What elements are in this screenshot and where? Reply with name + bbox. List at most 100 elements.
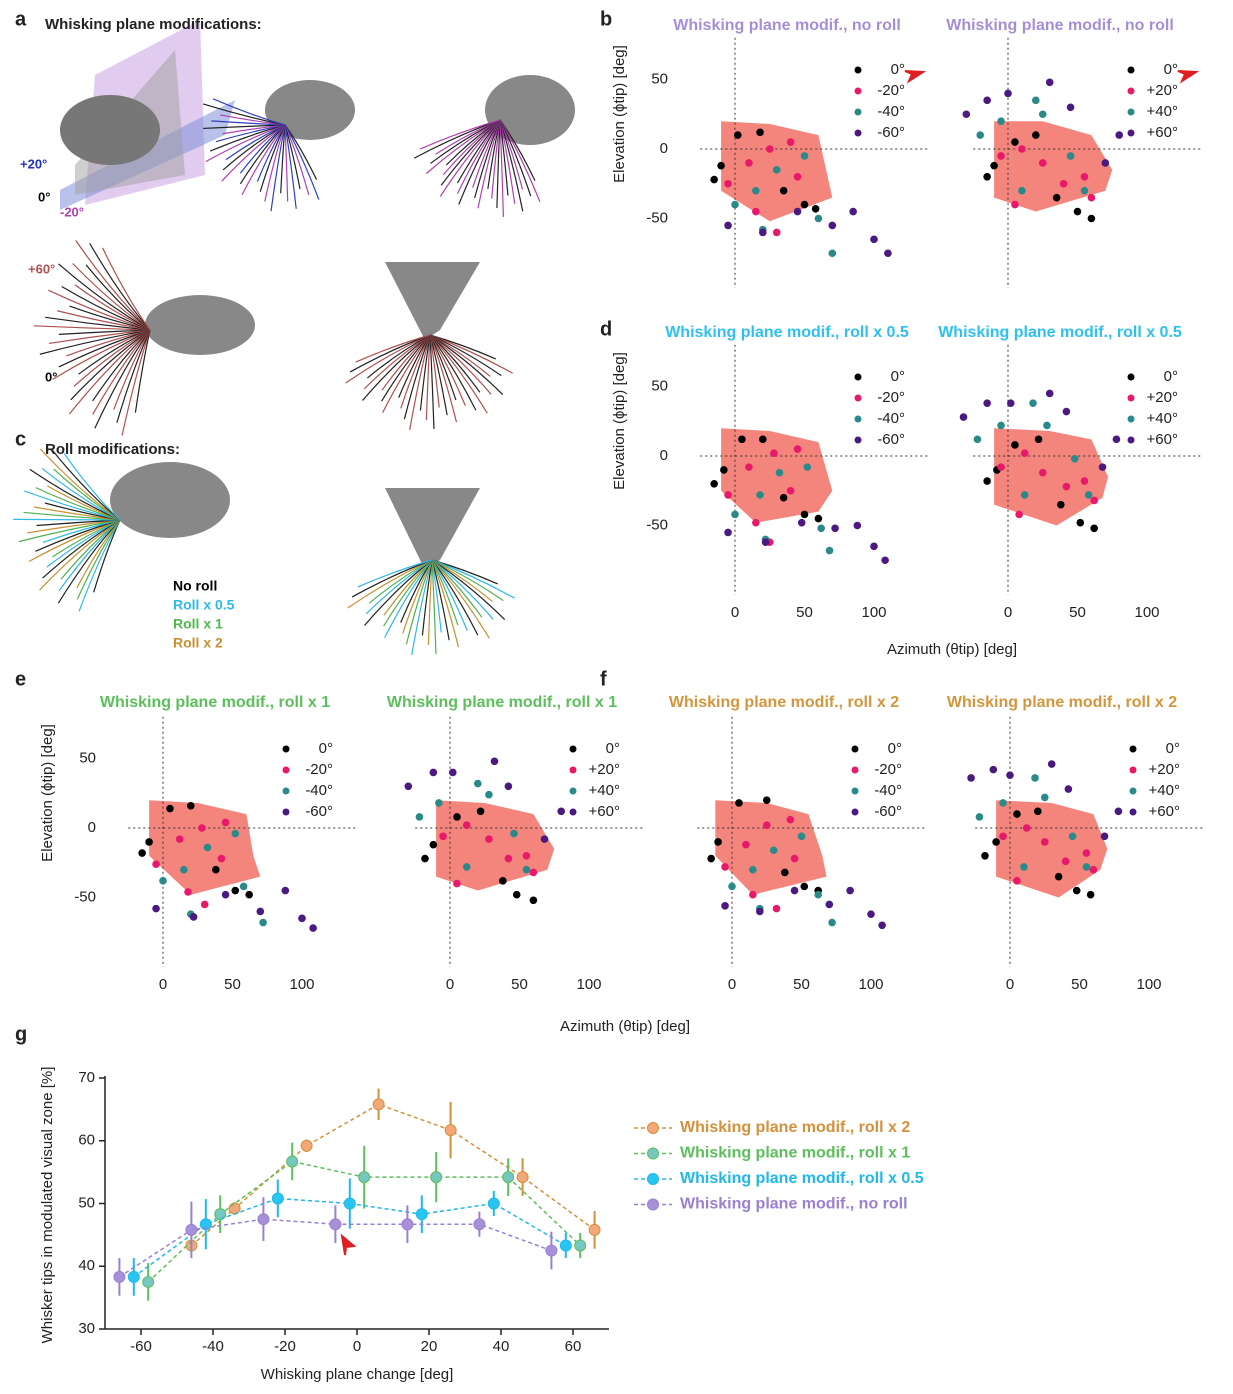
point [801, 511, 809, 519]
point [218, 855, 226, 863]
point [560, 1240, 571, 1251]
point [309, 924, 317, 932]
y-tick-label: 50 [78, 1194, 95, 1211]
point [1062, 858, 1070, 866]
legend-marker [1128, 416, 1135, 423]
point [798, 519, 806, 527]
point [1041, 794, 1049, 802]
x-tick-label: 100 [289, 976, 314, 993]
point [187, 802, 195, 810]
point [430, 769, 438, 777]
point [720, 466, 728, 474]
point [791, 855, 799, 863]
point [575, 1240, 586, 1251]
point [983, 477, 991, 485]
point [1081, 477, 1089, 485]
y-axis-label: Whisker tips in modulated visual zone [%… [39, 1067, 56, 1344]
point [1011, 138, 1019, 146]
point [1007, 399, 1015, 407]
y-tick-label: 60 [78, 1132, 95, 1149]
point [231, 887, 239, 895]
point [714, 838, 722, 846]
legend-marker [648, 1199, 659, 1210]
x-tick-label: -60 [130, 1338, 152, 1355]
point [445, 1125, 456, 1136]
point [1067, 104, 1075, 112]
point [1034, 808, 1042, 816]
point [1067, 152, 1075, 160]
legend-marker [1128, 88, 1135, 95]
point [513, 891, 521, 899]
legend-marker [1128, 109, 1135, 116]
point [405, 783, 413, 791]
x-tick-label: 0 [728, 976, 736, 993]
point [1087, 891, 1095, 899]
head [385, 262, 480, 340]
point [359, 1172, 370, 1183]
legend-marker [855, 130, 862, 137]
x-tick-label: 100 [1134, 604, 1159, 621]
legend-marker [283, 767, 290, 774]
point [330, 1219, 341, 1230]
point [983, 173, 991, 181]
x-tick-label: -20 [274, 1338, 296, 1355]
point [1013, 810, 1021, 818]
point [186, 1224, 197, 1235]
point [301, 1140, 312, 1151]
legend-label: -60° [877, 124, 905, 141]
legend-marker [1128, 67, 1135, 74]
legend-label: -60° [305, 803, 333, 820]
legend-label: 0° [1164, 61, 1178, 78]
point [1013, 877, 1021, 885]
point [983, 97, 991, 105]
point [1060, 180, 1068, 188]
head [110, 462, 230, 538]
point [1039, 469, 1047, 477]
legend-marker [852, 788, 859, 795]
x-tick-label: 0 [1004, 604, 1012, 621]
point [485, 835, 493, 843]
point [983, 399, 991, 407]
x-tick-label: 50 [224, 976, 241, 993]
point [731, 201, 739, 209]
point [997, 422, 1005, 430]
point [477, 808, 485, 816]
head [385, 488, 480, 570]
angle-label: 0° [38, 189, 50, 204]
point [803, 463, 811, 471]
legend-marker [283, 809, 290, 816]
point [145, 838, 153, 846]
roll-legend: Roll x 2 [173, 635, 223, 651]
point [960, 413, 968, 421]
point [166, 805, 174, 813]
head [60, 95, 160, 165]
point [992, 838, 1000, 846]
y-tick-label: -50 [74, 888, 96, 905]
point [990, 162, 998, 170]
legend-marker [852, 746, 859, 753]
mouse-renders [60, 20, 575, 570]
legend-label: 0° [891, 61, 905, 78]
point [770, 449, 778, 457]
point [114, 1271, 125, 1282]
point [453, 813, 461, 821]
legend-label: -40° [877, 103, 905, 120]
point [402, 1219, 413, 1230]
legend-label: Whisking plane modif., no roll [680, 1196, 908, 1213]
legend-marker [1130, 809, 1137, 816]
panel-title: Whisking plane modif., no roll [946, 17, 1174, 34]
legend-label: -20° [877, 82, 905, 99]
point [176, 835, 184, 843]
point [201, 901, 209, 909]
point [1046, 78, 1054, 86]
point [491, 757, 499, 765]
legend-marker [855, 67, 862, 74]
point [430, 841, 438, 849]
legend-marker [648, 1123, 659, 1134]
visual-zone [721, 428, 832, 523]
point [815, 215, 823, 223]
legend-marker [648, 1148, 659, 1159]
figure: abcdefgWhisking plane modifications:Roll… [0, 0, 1233, 1389]
point [523, 866, 531, 874]
point [766, 145, 774, 153]
